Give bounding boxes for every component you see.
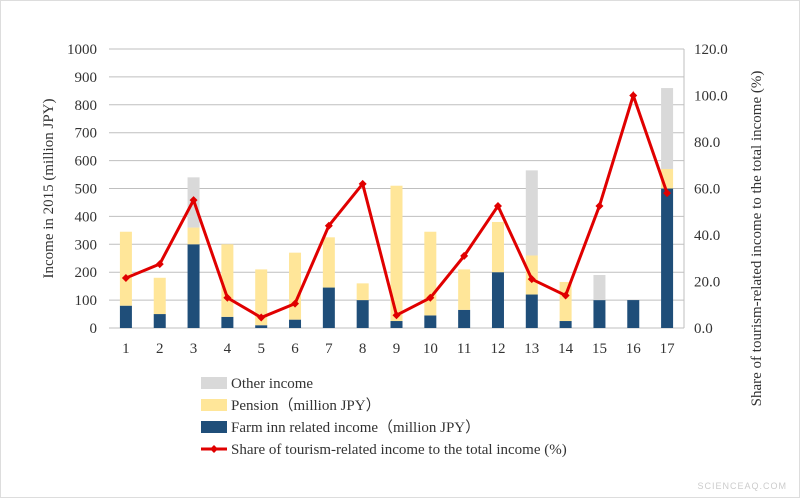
share-point	[257, 313, 266, 322]
bar-segment	[525, 255, 538, 295]
y-tick-label: 1000	[67, 42, 97, 58]
y2-tick-label: 0.0	[694, 321, 713, 337]
y2-tick-label: 120.0	[694, 42, 728, 58]
x-tick-label: 16	[626, 341, 642, 357]
bar-segment	[289, 252, 302, 320]
y-tick-label: 100	[75, 293, 98, 309]
share-point	[189, 196, 198, 205]
bar-segment	[356, 300, 369, 328]
bar-segment	[119, 231, 132, 306]
share-point	[324, 221, 333, 230]
share-point	[663, 189, 672, 198]
x-tick-label: 17	[660, 341, 676, 357]
share-point	[460, 251, 469, 260]
share-point	[426, 293, 435, 302]
bar-segment	[322, 287, 335, 328]
y2-tick-label: 20.0	[694, 275, 720, 291]
bar-segment	[525, 294, 538, 328]
y-tick-label: 900	[75, 70, 98, 86]
bar-segment	[187, 227, 200, 245]
bar-segment	[153, 314, 166, 328]
share-point	[291, 299, 300, 308]
y2-tick-label: 40.0	[694, 228, 720, 244]
x-tick-label: 4	[224, 341, 232, 357]
x-tick-label: 9	[393, 341, 401, 357]
bar-segment	[491, 272, 504, 328]
bar-segment	[661, 188, 674, 328]
share-point	[629, 91, 638, 100]
x-tick-label: 7	[325, 341, 333, 357]
x-tick-label: 12	[490, 341, 505, 357]
bar-segment	[255, 325, 268, 328]
watermark: SCIENCEAQ.COM	[697, 481, 787, 491]
bar-segment	[661, 88, 674, 169]
share-point	[155, 260, 164, 269]
share-point	[358, 179, 367, 188]
x-tick-label: 11	[457, 341, 471, 357]
y2-axis-title: Share of tourism-related income to the t…	[749, 71, 765, 407]
bar-segment	[525, 170, 538, 256]
y-tick-label: 400	[75, 209, 98, 225]
share-point	[527, 275, 536, 284]
bar-segment	[119, 305, 132, 328]
share-point	[595, 201, 604, 210]
x-tick-label: 5	[257, 341, 265, 357]
x-tick-label: 15	[592, 341, 607, 357]
share-point	[561, 291, 570, 300]
bar-segment	[593, 274, 606, 301]
x-tick-label: 10	[423, 341, 438, 357]
bar-segment	[289, 319, 302, 328]
bar-segment	[153, 277, 166, 315]
x-tick-label: 1	[122, 341, 130, 357]
bar-segment	[390, 321, 403, 328]
bar-segment	[390, 185, 403, 322]
y-axis-title: Income in 2015 (million JPY)	[41, 99, 57, 279]
y2-tick-label: 80.0	[694, 135, 720, 151]
bar-segment	[559, 321, 572, 328]
share-point	[493, 201, 502, 210]
x-tick-label: 2	[156, 341, 164, 357]
share-point	[121, 274, 130, 283]
y-tick-label: 300	[75, 237, 98, 253]
x-tick-label: 13	[524, 341, 539, 357]
legend-label: Farm inn related income（million JPY）	[231, 419, 480, 436]
x-tick-label: 6	[291, 341, 299, 357]
y-tick-label: 500	[75, 182, 98, 198]
share-point	[223, 293, 232, 302]
x-tick-label: 3	[190, 341, 198, 357]
bar-segment	[491, 221, 504, 273]
bar-segment	[221, 316, 234, 328]
bar-segment	[458, 309, 471, 328]
y-tick-label: 700	[75, 126, 98, 142]
y-tick-label: 800	[75, 98, 98, 114]
bar-segment	[356, 283, 369, 301]
bar-segment	[593, 300, 606, 328]
bar-segment	[424, 315, 437, 328]
legend-marker	[210, 445, 218, 453]
bar-segment	[627, 300, 640, 328]
y2-tick-label: 100.0	[694, 89, 728, 105]
legend-swatch	[201, 399, 227, 411]
share-point	[392, 311, 401, 320]
x-tick-label: 8	[359, 341, 367, 357]
bar-segment	[322, 237, 335, 288]
legend-label: Other income	[231, 376, 313, 392]
legend-swatch	[201, 421, 227, 433]
legend-label: Share of tourism-related income to the t…	[231, 442, 567, 458]
y2-tick-label: 60.0	[694, 182, 720, 198]
legend-label: Pension（million JPY）	[231, 397, 381, 414]
bar-segment	[255, 269, 268, 326]
bar-segment	[424, 231, 437, 316]
y-tick-label: 600	[75, 154, 98, 170]
x-tick-label: 14	[558, 341, 574, 357]
legend-swatch	[201, 377, 227, 389]
bar-segment	[187, 244, 200, 328]
y-tick-label: 200	[75, 265, 98, 281]
y-tick-label: 0	[90, 321, 98, 337]
bar-segment	[458, 269, 471, 310]
bar-segment	[221, 244, 234, 317]
